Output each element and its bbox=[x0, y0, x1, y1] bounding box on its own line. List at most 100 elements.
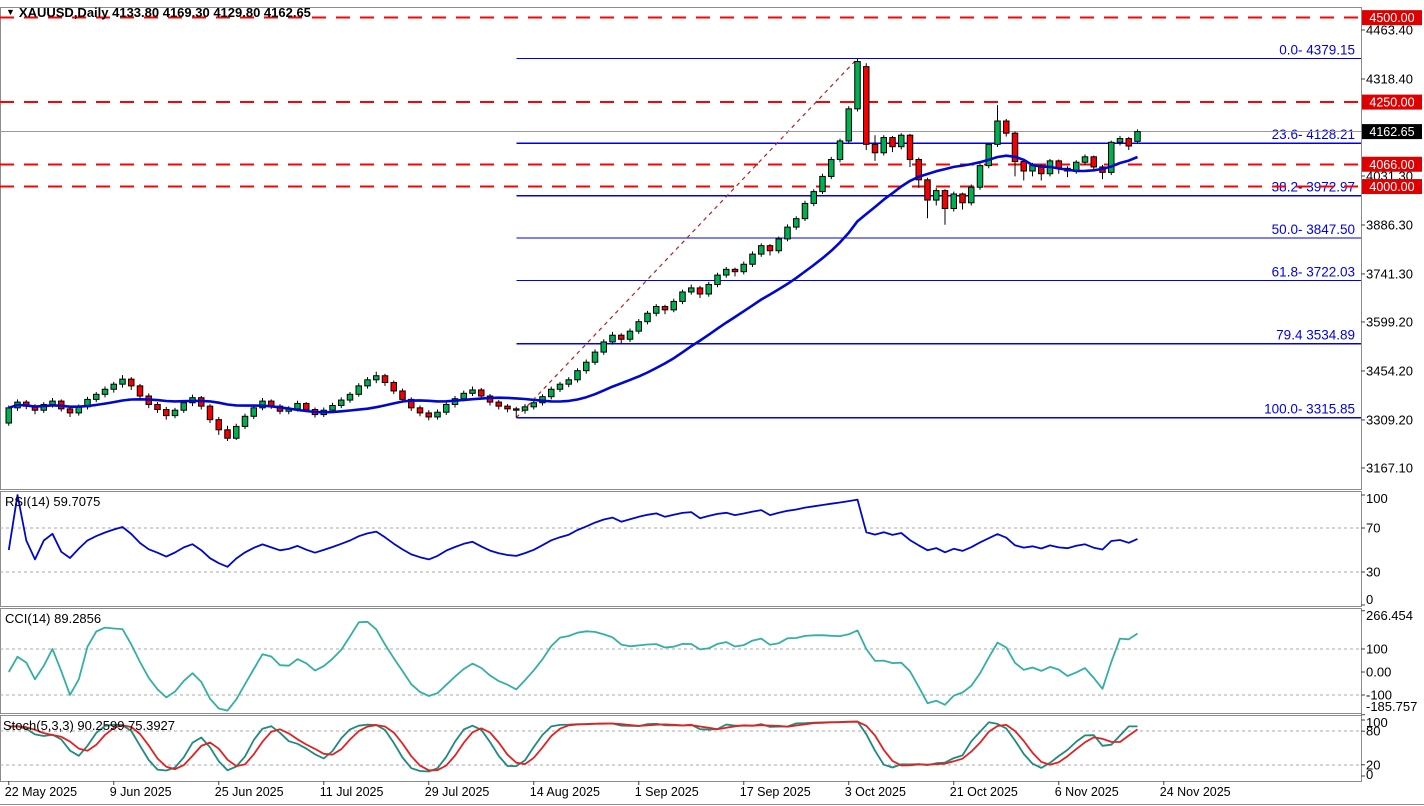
candle-bullish bbox=[801, 202, 809, 220]
price-badge-label: 4000.00 bbox=[1369, 180, 1414, 194]
candle-bearish bbox=[889, 137, 896, 148]
candle-bearish bbox=[915, 159, 922, 181]
candle-bullish bbox=[591, 351, 599, 363]
candle-bearish bbox=[416, 407, 424, 414]
price-badge: 4250.00 bbox=[1362, 94, 1422, 110]
date-tick-label: 1 Sep 2025 bbox=[635, 785, 699, 799]
candle-bullish bbox=[329, 404, 336, 411]
rect-el bbox=[1362, 94, 1422, 110]
candle-bullish bbox=[784, 226, 791, 240]
candle-bullish bbox=[679, 291, 686, 302]
candle-bearish bbox=[1020, 161, 1027, 172]
candle-bullish bbox=[723, 268, 730, 276]
price-badge: 4162.65 bbox=[1362, 124, 1422, 140]
candle-bullish bbox=[845, 108, 852, 142]
date-tick-label: 6 Nov 2025 bbox=[1055, 785, 1119, 799]
candle-bullish bbox=[793, 218, 800, 228]
candle-bullish bbox=[644, 312, 651, 323]
price-tick-label: 3886.30 bbox=[1366, 217, 1413, 232]
candle-bearish bbox=[399, 390, 406, 400]
cci-indicator-label: CCI(14) 89.2856 bbox=[5, 611, 102, 626]
candle-bearish bbox=[425, 412, 432, 418]
candle-bearish bbox=[495, 401, 502, 407]
stoch-scale-label: 0 bbox=[1366, 767, 1373, 782]
candle-bullish bbox=[854, 61, 861, 110]
candle-bullish bbox=[1108, 141, 1115, 173]
candle-bearish bbox=[1125, 138, 1132, 147]
candle-bearish bbox=[871, 143, 879, 154]
price-tick-label: 4318.40 bbox=[1366, 71, 1413, 86]
panel-border bbox=[0, 491, 1362, 607]
stoch-scale-label: 20 bbox=[1366, 757, 1380, 772]
date-tick-label: 22 May 2025 bbox=[5, 785, 77, 799]
candle-bullish bbox=[635, 321, 642, 332]
rect-el bbox=[1362, 124, 1422, 140]
candle-bullish bbox=[119, 378, 126, 385]
rsi-scale-label: 0 bbox=[1366, 592, 1373, 607]
date-tick-label: 25 Jun 2025 bbox=[215, 785, 284, 799]
rect-el bbox=[1362, 10, 1422, 26]
candle-bearish bbox=[513, 408, 520, 411]
candle-bullish bbox=[688, 287, 695, 293]
candle-bullish bbox=[346, 393, 354, 401]
stochastic-indicator-label: Stoch(5,3,3) 90.2599 75.3927 bbox=[3, 718, 176, 733]
fib-level-label: 50.0- 3847.50 bbox=[1272, 222, 1355, 237]
candle-bullish bbox=[171, 409, 179, 417]
candle-bearish bbox=[696, 287, 704, 295]
candle-bullish bbox=[355, 385, 362, 395]
candle-bearish bbox=[390, 382, 397, 392]
cci-scale-label: 0.00 bbox=[1366, 665, 1391, 680]
candle-bearish bbox=[154, 403, 161, 411]
date-tick-label: 14 Aug 2025 bbox=[530, 785, 600, 799]
candle-bullish bbox=[110, 383, 117, 390]
price-badge-label: 4066.00 bbox=[1369, 158, 1414, 172]
candle-bearish bbox=[863, 66, 870, 145]
candle-bullish bbox=[233, 425, 240, 439]
candle-bullish bbox=[469, 389, 476, 394]
rect-el bbox=[1362, 179, 1422, 195]
red-price-levels bbox=[0, 16, 1361, 188]
candle-bullish bbox=[968, 186, 975, 204]
rsi-scale-label: 100 bbox=[1366, 491, 1388, 506]
date-tick-label: 9 Jun 2025 bbox=[110, 785, 172, 799]
candle-bullish bbox=[373, 375, 380, 381]
candle-bearish bbox=[478, 389, 485, 397]
stoch-scale-label: 100 bbox=[1366, 715, 1388, 730]
date-tick-label: 3 Oct 2025 bbox=[845, 785, 906, 799]
candle-bullish bbox=[5, 407, 12, 424]
candle-bullish bbox=[574, 370, 581, 381]
rsi-scale-label: 70 bbox=[1366, 521, 1380, 536]
date-tick-label: 29 Jul 2025 bbox=[425, 785, 490, 799]
stoch-scale-label: 80 bbox=[1366, 724, 1380, 739]
candle-bullish bbox=[670, 300, 677, 311]
candle-bearish bbox=[618, 334, 625, 340]
candle-bullish bbox=[880, 137, 887, 154]
rsi-levels bbox=[0, 527, 1361, 573]
date-tick-label: 24 Nov 2025 bbox=[1160, 785, 1231, 799]
candle-bearish bbox=[215, 419, 222, 431]
candle-bullish bbox=[626, 330, 634, 340]
candle-bullish bbox=[583, 361, 590, 372]
date-tick-label: 21 Oct 2025 bbox=[950, 785, 1018, 799]
candle-bullish bbox=[810, 191, 817, 204]
candle-bullish bbox=[828, 159, 835, 177]
candle-bearish bbox=[381, 375, 389, 384]
fib-level-label: 23.6- 4128.21 bbox=[1272, 127, 1355, 142]
moving-average-line bbox=[8, 154, 1138, 414]
candle-bullish bbox=[101, 388, 109, 395]
cci-levels bbox=[0, 648, 1361, 696]
chart-title: ▼ XAUUSD,Daily 4133.80 4169.30 4129.80 41… bbox=[6, 5, 311, 20]
candle-bullish bbox=[241, 415, 249, 427]
price-tick-label: 3741.30 bbox=[1366, 266, 1413, 281]
candle-bullish bbox=[976, 165, 984, 188]
fib-level-label: 38.2- 3972.97 bbox=[1272, 180, 1355, 195]
candle-bearish bbox=[1003, 120, 1010, 134]
candle-bullish bbox=[749, 253, 756, 265]
fibonacci-retracement: 0.0- 4379.15 23.6- 4128.21 38.2- 3972.97 50… bbox=[515, 42, 1361, 419]
price-tick-label: 4463.40 bbox=[1366, 23, 1413, 38]
symbol-dropdown-icon[interactable]: ▼ bbox=[6, 7, 15, 17]
candle-bullish bbox=[556, 383, 564, 390]
candle-bullish bbox=[994, 120, 1001, 145]
candle-bearish bbox=[731, 268, 739, 273]
